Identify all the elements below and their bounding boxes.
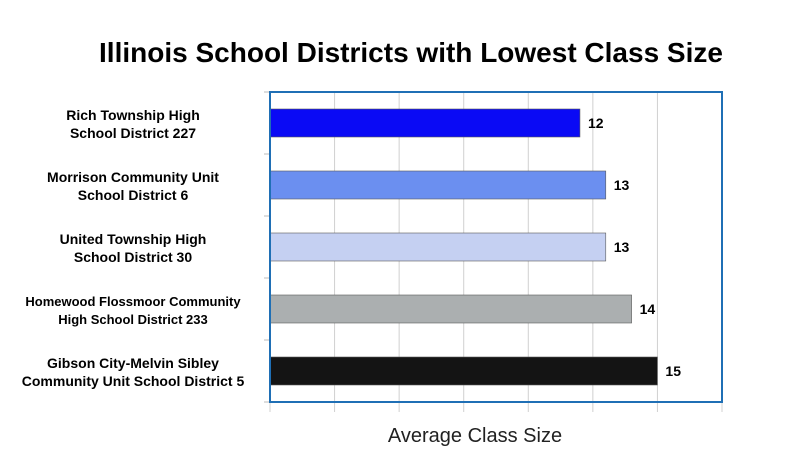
category-label: Morrison Community Unit School District 6 <box>47 169 219 203</box>
bar <box>269 108 581 138</box>
category-labels: Rich Township High School District 227 Mor… <box>22 107 245 389</box>
value-label: 13 <box>614 239 630 255</box>
category-label-line: United Township High <box>60 231 207 247</box>
category-label: United Township High School District 30 <box>60 231 207 265</box>
category-label-line: Homewood Flossmoor Community <box>25 294 241 309</box>
value-label: 12 <box>588 115 604 131</box>
value-label: 13 <box>614 177 630 193</box>
category-label-line: Morrison Community Unit <box>47 169 219 185</box>
category-label-line: School District 227 <box>70 125 196 141</box>
bar <box>269 356 658 386</box>
category-label: Gibson City-Melvin Sibley Community Unit … <box>22 355 245 389</box>
category-label-line: Community Unit School District 5 <box>22 373 245 389</box>
x-axis-title: Average Class Size <box>388 425 562 447</box>
category-label-line: Gibson City-Melvin Sibley <box>47 355 219 371</box>
chart-title: Illinois School Districts with Lowest Cl… <box>99 37 723 68</box>
plot-frame <box>269 91 723 403</box>
category-label-line: High School District 233 <box>58 312 208 327</box>
plot-border <box>269 91 723 403</box>
value-label: 15 <box>665 363 681 379</box>
value-label: 14 <box>640 301 656 317</box>
bar <box>269 294 632 324</box>
bar <box>269 232 607 262</box>
category-label: Rich Township High School District 227 <box>66 107 200 141</box>
category-label-line: Rich Township High <box>66 107 200 123</box>
value-labels: 12 13 13 14 15 <box>588 115 681 379</box>
bars <box>269 108 658 386</box>
category-label: Homewood Flossmoor Community High School … <box>25 294 241 327</box>
category-label-line: School District 6 <box>78 187 189 203</box>
bar <box>269 170 607 200</box>
category-label-line: School District 30 <box>74 249 192 265</box>
